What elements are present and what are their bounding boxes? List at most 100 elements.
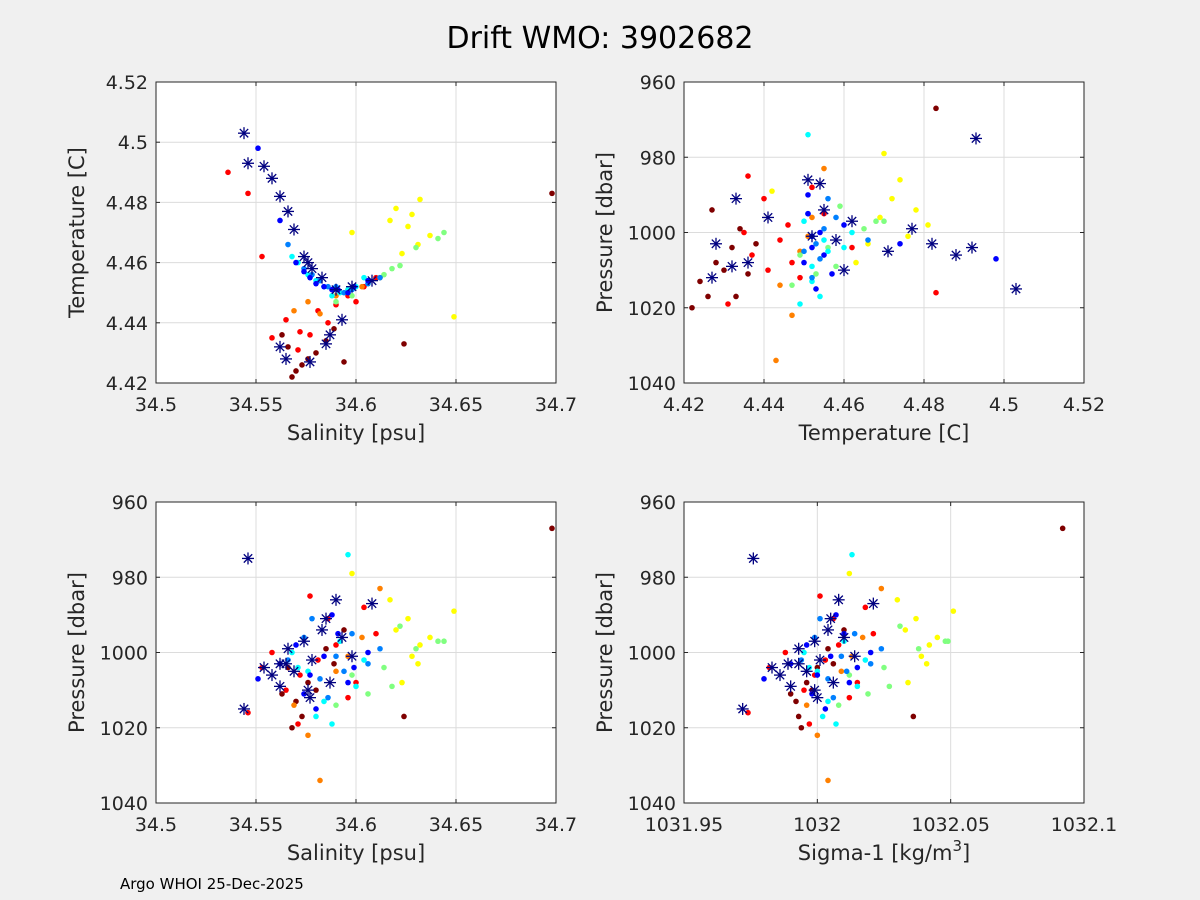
star-stroke bbox=[243, 553, 253, 564]
data-point bbox=[317, 676, 323, 682]
data-point bbox=[934, 634, 941, 641]
star-stroke bbox=[810, 685, 820, 695]
star-stroke bbox=[951, 250, 961, 260]
data-point bbox=[806, 664, 813, 671]
data-point bbox=[797, 274, 803, 281]
data-point bbox=[397, 262, 403, 269]
data-point bbox=[853, 259, 859, 266]
x-tick-label: 4.42 bbox=[663, 394, 705, 416]
x-axis-label: Salinity [psu] bbox=[287, 841, 425, 865]
star-stroke bbox=[807, 231, 817, 241]
data-point bbox=[299, 713, 305, 720]
x-tick-label: 34.5 bbox=[135, 814, 177, 836]
data-point-star bbox=[266, 669, 278, 682]
data-point bbox=[413, 244, 419, 251]
y-tick-label: 1040 bbox=[100, 793, 148, 815]
data-point bbox=[293, 642, 299, 648]
data-point-star bbox=[827, 676, 840, 689]
data-point-star bbox=[818, 203, 830, 216]
data-point bbox=[925, 222, 931, 228]
data-point bbox=[291, 307, 297, 314]
data-point-star bbox=[824, 612, 837, 625]
star-stroke bbox=[743, 257, 753, 268]
data-point bbox=[709, 207, 715, 213]
data-point bbox=[313, 713, 319, 720]
data-point bbox=[809, 184, 815, 191]
data-point-star bbox=[302, 684, 314, 697]
star-stroke bbox=[834, 595, 844, 605]
star-stroke bbox=[275, 191, 285, 202]
data-point bbox=[387, 597, 393, 603]
data-point-star bbox=[282, 642, 294, 655]
data-point bbox=[289, 253, 295, 260]
data-point-star bbox=[747, 552, 760, 565]
x-axis-label: Temperature [C] bbox=[798, 421, 970, 445]
data-point bbox=[835, 642, 842, 648]
data-point-star bbox=[802, 173, 814, 186]
data-point bbox=[753, 240, 759, 247]
data-point bbox=[293, 259, 299, 266]
data-point bbox=[321, 283, 327, 290]
data-point-star bbox=[766, 661, 778, 674]
star-stroke bbox=[321, 339, 331, 349]
data-point bbox=[1059, 525, 1066, 532]
data-point bbox=[821, 252, 827, 258]
star-stroke bbox=[275, 681, 285, 692]
star-stroke bbox=[711, 239, 721, 249]
star-stroke bbox=[303, 685, 313, 695]
data-point bbox=[401, 341, 407, 347]
star-stroke bbox=[839, 632, 849, 643]
data-point bbox=[881, 218, 887, 225]
data-point bbox=[309, 615, 315, 622]
x-axis-label-text: Sigma-1 [kg/m bbox=[798, 841, 953, 865]
data-point bbox=[814, 732, 821, 739]
data-point bbox=[809, 274, 815, 281]
star-stroke bbox=[337, 632, 347, 643]
data-point-star bbox=[298, 250, 310, 263]
x-tick-label: 34.6 bbox=[335, 814, 377, 836]
y-axis-label: Pressure [dbar] bbox=[593, 572, 617, 733]
star-stroke bbox=[307, 655, 317, 665]
data-point bbox=[897, 623, 903, 629]
x-tick-label: 1032.05 bbox=[911, 814, 990, 836]
star-stroke bbox=[317, 625, 327, 635]
data-point bbox=[817, 256, 823, 262]
star-stroke bbox=[748, 553, 758, 564]
data-point bbox=[825, 248, 831, 255]
data-point bbox=[825, 777, 831, 784]
data-point bbox=[313, 706, 319, 712]
data-point bbox=[813, 240, 819, 247]
data-point-star bbox=[822, 623, 834, 636]
data-point-star bbox=[242, 552, 254, 565]
x-tick-label: 4.46 bbox=[823, 394, 865, 416]
data-point-star bbox=[324, 676, 336, 689]
data-point bbox=[829, 271, 835, 277]
data-point bbox=[307, 593, 313, 599]
data-point bbox=[317, 310, 323, 317]
data-point-star bbox=[811, 691, 824, 704]
data-point bbox=[789, 259, 795, 266]
star-stroke bbox=[847, 216, 857, 226]
data-point bbox=[897, 177, 903, 183]
y-tick-label: 4.5 bbox=[118, 132, 148, 154]
data-point-star bbox=[316, 623, 328, 636]
data-point-star bbox=[282, 205, 294, 218]
data-point bbox=[817, 229, 823, 236]
data-point-star bbox=[266, 172, 278, 185]
data-point-star bbox=[726, 260, 738, 273]
data-point bbox=[761, 676, 767, 682]
data-point bbox=[333, 298, 339, 305]
data-point bbox=[245, 190, 251, 197]
y-tick-label: 4.42 bbox=[106, 373, 148, 395]
star-stroke bbox=[305, 692, 315, 703]
data-point bbox=[805, 131, 811, 138]
data-point bbox=[259, 253, 265, 260]
data-point bbox=[915, 645, 922, 652]
data-point bbox=[345, 289, 351, 296]
data-point bbox=[409, 211, 415, 218]
data-point bbox=[846, 570, 853, 577]
data-point bbox=[849, 551, 855, 558]
data-point bbox=[841, 244, 847, 251]
y-tick-label: 4.48 bbox=[106, 192, 148, 214]
data-point-star bbox=[906, 222, 918, 235]
